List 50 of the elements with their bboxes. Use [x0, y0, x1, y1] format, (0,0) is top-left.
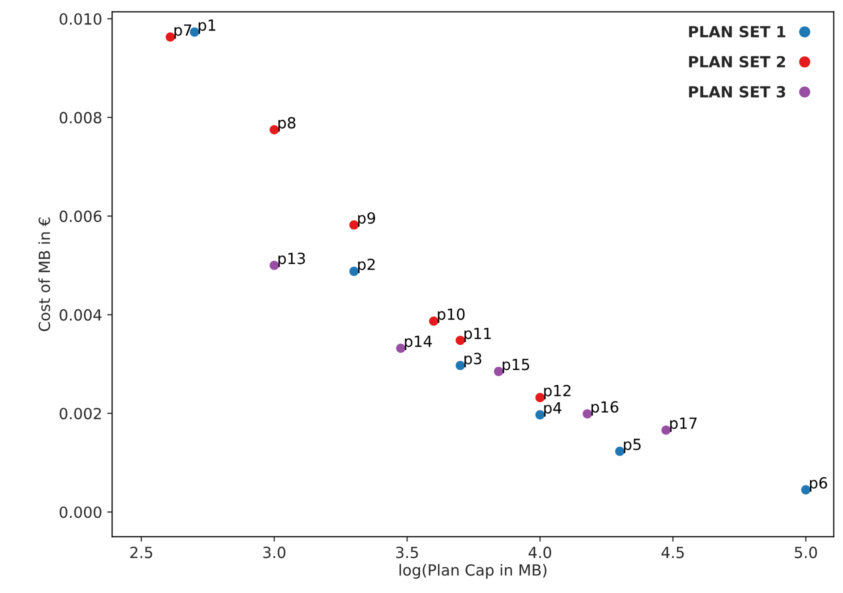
- annotation: p6: [810, 477, 828, 492]
- point: [494, 366, 504, 376]
- y-tick-label: 0.008: [60, 112, 102, 124]
- point: [615, 446, 624, 456]
- x-tick-label: 2.5: [130, 546, 152, 558]
- point: [429, 316, 438, 326]
- point: [456, 336, 465, 346]
- annotation: p9: [358, 212, 376, 227]
- y-tick-label: 0.006: [60, 210, 102, 222]
- annotation: p3: [464, 352, 482, 368]
- annotation: p14: [404, 336, 432, 350]
- point: [270, 125, 279, 134]
- annotation: p7: [174, 24, 192, 39]
- x-axis-title: log(Plan Cap in MB): [400, 564, 546, 579]
- point: [456, 360, 465, 370]
- y-axis-title: Cost of MB in €: [38, 218, 50, 332]
- point: [661, 425, 671, 435]
- point: [166, 32, 175, 42]
- x-tick-label: 3.5: [396, 546, 418, 558]
- x-tick-label: 4.0: [528, 546, 552, 558]
- point: [349, 266, 359, 276]
- x-tick-label: 3.0: [263, 546, 286, 558]
- annotation: p8: [278, 117, 296, 132]
- point: [582, 409, 592, 419]
- annotation: p5: [624, 438, 641, 454]
- point: [535, 410, 545, 420]
- point: [396, 344, 406, 353]
- point: [801, 485, 810, 494]
- annotation: p1: [198, 20, 216, 34]
- legend-label: PLAN SET 1: [689, 26, 786, 38]
- y-tick-label: 0.004: [60, 309, 102, 321]
- x-tick-label: 4.5: [662, 546, 684, 558]
- y-tick-label: 0.002: [60, 408, 101, 420]
- legend-label: PLAN SET 3: [689, 86, 786, 98]
- legend-label: PLAN SET 2: [689, 56, 786, 68]
- annotation: p12: [544, 384, 570, 400]
- annotation: p17: [670, 418, 697, 432]
- y-tick-label: 0.010: [60, 13, 102, 25]
- y-tick-label: 0.000: [60, 506, 102, 518]
- annotation: p10: [438, 308, 465, 323]
- point: [270, 260, 279, 270]
- point: [349, 220, 359, 230]
- x-tick-label: 5.0: [794, 546, 817, 558]
- annotation: p11: [464, 328, 491, 342]
- annotation: p2: [358, 258, 375, 274]
- point: [535, 392, 545, 402]
- annotation: p13: [278, 252, 305, 268]
- annotation: p15: [502, 358, 530, 374]
- annotation: p4: [544, 402, 562, 417]
- annotation: p16: [592, 401, 618, 416]
